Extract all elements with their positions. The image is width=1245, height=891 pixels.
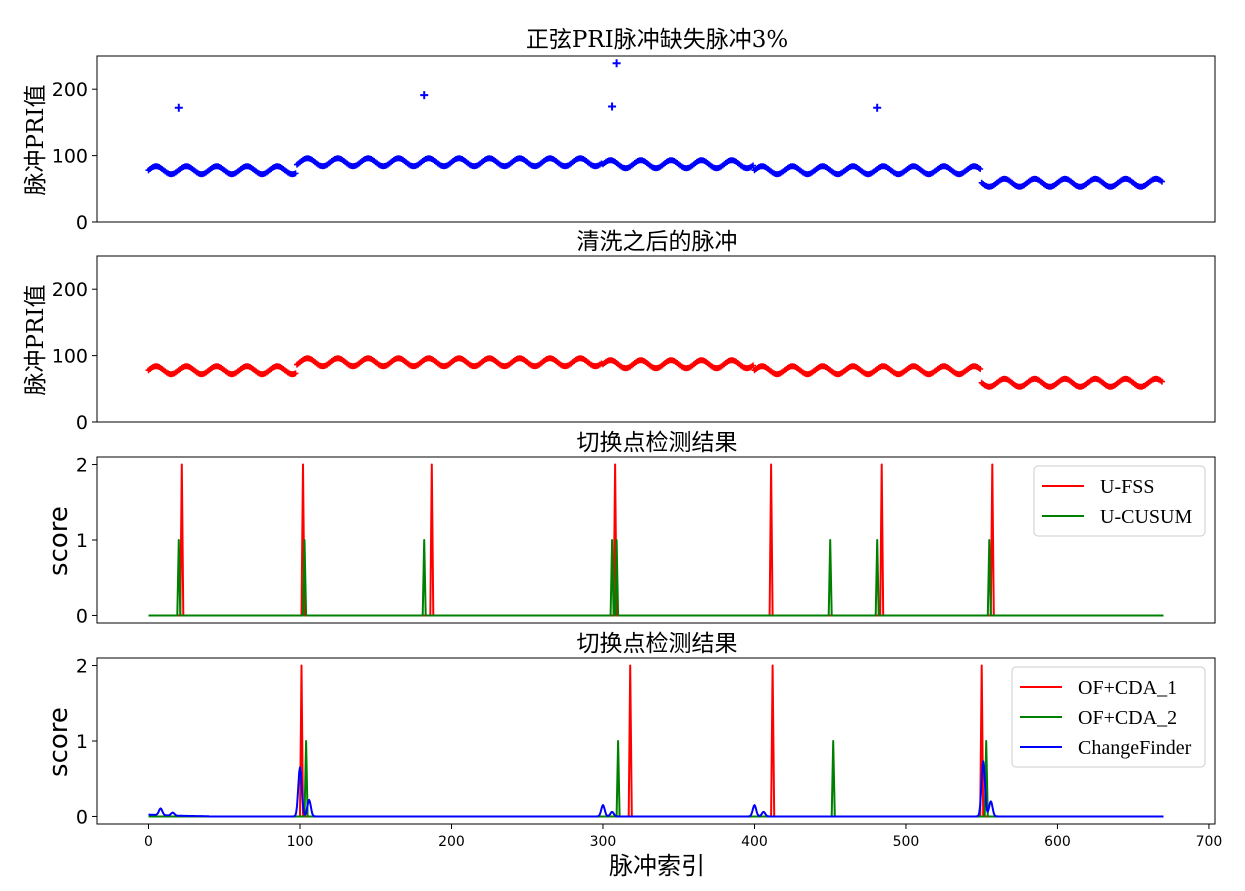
series-line <box>148 760 1164 818</box>
legend-entry-label: U-FSS <box>1100 476 1154 498</box>
x-axis-label: 脉冲索引 <box>609 852 705 880</box>
panel-title: 正弦PRI脉冲缺失脉冲3% <box>526 27 788 53</box>
x-tick-label: 700 <box>1196 834 1223 850</box>
plot-frame <box>96 255 1216 423</box>
y-tick-label: 100 <box>52 346 88 368</box>
plot-frame <box>96 55 1216 223</box>
panel-title: 清洗之后的脉冲 <box>577 229 738 255</box>
legend-entry-label: U-CUSUM <box>1100 506 1192 528</box>
plot-frame <box>96 456 1216 624</box>
pri-points <box>145 155 1165 190</box>
panel-detection-2: 切换点检测结果 score 0 1 2 0 100 200 300 400 500 600 700… <box>44 631 1222 880</box>
panel-raw-pulses: 正弦PRI脉冲缺失脉冲3% 脉冲PRI值 0 100 200 <box>23 27 1216 234</box>
outlier-point <box>873 103 882 112</box>
y-tick-label: 0 <box>76 412 88 434</box>
y-axis-label: score <box>44 707 74 777</box>
y-tick-label: 2 <box>76 455 88 477</box>
legend-entry-label: ChangeFinder <box>1078 737 1192 759</box>
legend-box <box>1033 465 1206 537</box>
y-tick-label: 200 <box>52 79 88 101</box>
y-tick-label: 1 <box>76 731 88 753</box>
panel-title: 切换点检测结果 <box>577 430 738 456</box>
y-tick-label: 2 <box>76 656 88 678</box>
outlier-point <box>174 103 183 112</box>
y-tick-label: 0 <box>76 605 88 627</box>
y-axis-label: 脉冲PRI值 <box>23 85 49 196</box>
x-tick-label: 200 <box>438 834 465 850</box>
pri-points <box>145 355 1165 390</box>
x-tick-label: 500 <box>893 834 920 850</box>
panel-title: 切换点检测结果 <box>577 631 738 657</box>
y-axis-label: 脉冲PRI值 <box>23 285 49 396</box>
legend-box <box>1011 666 1206 768</box>
y-tick-label: 0 <box>76 212 88 234</box>
y-tick-label: 200 <box>52 279 88 301</box>
legend-entry-label: OF+CDA_1 <box>1078 677 1177 699</box>
series-line <box>148 539 1164 617</box>
x-tick-label: 600 <box>1044 834 1071 850</box>
outlier-point <box>612 59 621 68</box>
x-tick-label: 300 <box>590 834 617 850</box>
x-tick-label: 100 <box>287 834 314 850</box>
panel-cleaned-pulses: 清洗之后的脉冲 脉冲PRI值 0 100 200 <box>23 229 1216 434</box>
x-tick-label: 400 <box>741 834 768 850</box>
outlier-point <box>420 91 429 100</box>
legend-entry-label: OF+CDA_2 <box>1078 707 1177 729</box>
y-axis-label: score <box>44 506 74 576</box>
panel-detection-1: 切换点检测结果 score 0 1 2 U-FSS U-CUSUM <box>44 430 1216 627</box>
x-tick-label: 0 <box>144 834 153 850</box>
y-tick-label: 1 <box>76 530 88 552</box>
y-tick-label: 0 <box>76 806 88 828</box>
y-tick-label: 100 <box>52 146 88 168</box>
outlier-point <box>608 102 617 111</box>
plot-frame <box>96 657 1216 825</box>
